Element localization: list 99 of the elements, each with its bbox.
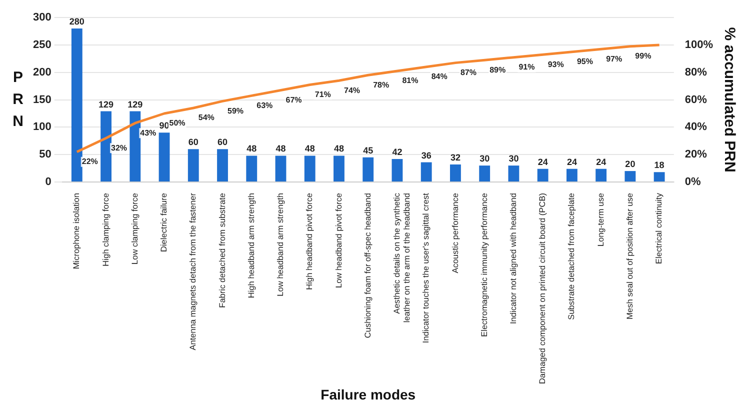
bar: [334, 156, 344, 182]
y-tick-label: 200: [32, 66, 52, 78]
data-label: 78%: [373, 80, 390, 90]
data-label: 93%: [548, 60, 564, 69]
data-label: 74%: [344, 86, 360, 95]
x-tick-label: Electrical continuity: [654, 192, 664, 264]
y-axis-title: PRN: [12, 68, 24, 130]
data-label: 32: [450, 152, 460, 162]
bar: [158, 132, 170, 182]
x-tick-label: Long-term use: [595, 192, 606, 246]
data-label: 84%: [431, 72, 448, 82]
bar: [654, 172, 665, 182]
data-label: 24: [538, 156, 548, 167]
x-tick-label: High headband arm strength: [246, 192, 256, 298]
x-tick-label: Fabric detached from substrate: [216, 192, 227, 308]
y-tick-label: 100: [32, 121, 52, 134]
data-label: 60: [218, 137, 228, 148]
data-label: 43%: [140, 128, 156, 138]
bar: [304, 156, 316, 182]
x-tick-label: Acoustic performance: [450, 192, 460, 274]
data-label: 50%: [169, 118, 186, 128]
x-tick-label: Aesthetic details on the synthetic leather on the arm of the headband: [392, 192, 412, 323]
x-tick-label: Dielectric failure: [158, 192, 169, 252]
data-label: 22%: [82, 157, 98, 166]
bar: [188, 149, 199, 182]
y-tick-label: 300: [32, 12, 52, 24]
data-label: 63%: [256, 100, 273, 110]
x-tick-label: Antenna magnets detach from the fastener: [188, 192, 198, 350]
x-tick-label: High headband pivot force: [304, 192, 314, 290]
x-tick-label: Mesh seal out of position after use: [624, 192, 634, 320]
x-tick-label: Damaged component on printed circuit board (PCB): [537, 192, 548, 384]
y-tick-label: 150: [32, 94, 52, 106]
data-label: 67%: [286, 95, 302, 104]
data-label: 48: [334, 144, 344, 154]
data-label: 90: [159, 120, 170, 131]
y-tick-label: 250: [32, 39, 52, 52]
x-tick-label: High clamping force: [100, 192, 110, 266]
x-axis-title: Failure modes: [320, 386, 416, 402]
data-label: 280: [69, 16, 84, 27]
data-label: 24: [596, 156, 606, 167]
y2-tick-label: 60%: [684, 94, 708, 106]
data-label: 30: [508, 154, 519, 164]
x-tick-label: Low headband arm strength: [275, 192, 286, 296]
y2-tick-label: 100%: [684, 39, 714, 52]
bar: [420, 162, 432, 182]
data-label: 18: [654, 160, 664, 170]
y2-tick-label: 80%: [684, 66, 708, 78]
y-tick-label: 50: [39, 148, 52, 161]
y2-tick-label: 40%: [684, 121, 708, 134]
y2-tick-label: 0%: [684, 176, 701, 188]
bar: [450, 164, 461, 182]
x-tick-label: Cushioning foam for off-spec headband: [362, 192, 372, 338]
data-label: 99%: [635, 52, 652, 61]
bar: [566, 168, 578, 182]
x-tick-label: Low clamping force: [129, 192, 140, 264]
bar: [362, 157, 374, 182]
y2-tick-label: 20%: [684, 148, 708, 161]
data-label: 42: [392, 146, 402, 157]
y2-axis-title: % accumulated PRN: [720, 27, 738, 172]
bar: [100, 111, 112, 182]
data-label: 87%: [460, 68, 476, 78]
bar: [71, 28, 82, 182]
data-label: 59%: [228, 106, 244, 116]
x-tick-label: Indicator not aligned with headband: [508, 192, 518, 324]
data-label: 71%: [314, 90, 331, 99]
data-label: 30: [480, 154, 490, 164]
data-label: 60: [188, 137, 198, 148]
data-label: 48: [276, 144, 286, 154]
data-label: 48: [246, 144, 257, 154]
data-label: 81%: [402, 76, 418, 86]
data-label: 36: [421, 150, 432, 160]
data-label: 54%: [198, 113, 214, 122]
data-label: 20: [625, 159, 636, 170]
bar: [246, 156, 258, 182]
x-tick-label: Indicator touches the user's sagittal crest: [420, 192, 431, 344]
data-label: 45: [363, 145, 374, 156]
bar: [479, 166, 490, 182]
bar: [508, 166, 520, 182]
bar: [392, 158, 403, 182]
data-label: 95%: [576, 57, 593, 66]
x-tick-label: Substrate detached from faceplate: [566, 192, 576, 320]
data-label: 91%: [518, 62, 535, 72]
y-tick-label: 0: [45, 176, 52, 188]
bar: [596, 168, 607, 182]
data-label: 24: [566, 156, 577, 167]
data-label: 97%: [606, 54, 622, 64]
x-tick-label: Electromagnetic immunity performance: [478, 192, 489, 337]
bar: [130, 111, 141, 182]
bar: [217, 149, 228, 182]
data-label: 129: [98, 99, 114, 110]
data-label: 129: [128, 99, 143, 110]
bar: [537, 168, 548, 182]
data-label: 89%: [490, 65, 506, 74]
data-label: 48: [304, 144, 315, 154]
data-label: 32%: [111, 143, 128, 152]
bar: [624, 171, 636, 182]
bar: [275, 156, 286, 182]
x-tick-label: Low headband pivot force: [333, 192, 344, 288]
x-tick-label: Microphone isolation: [71, 192, 82, 270]
